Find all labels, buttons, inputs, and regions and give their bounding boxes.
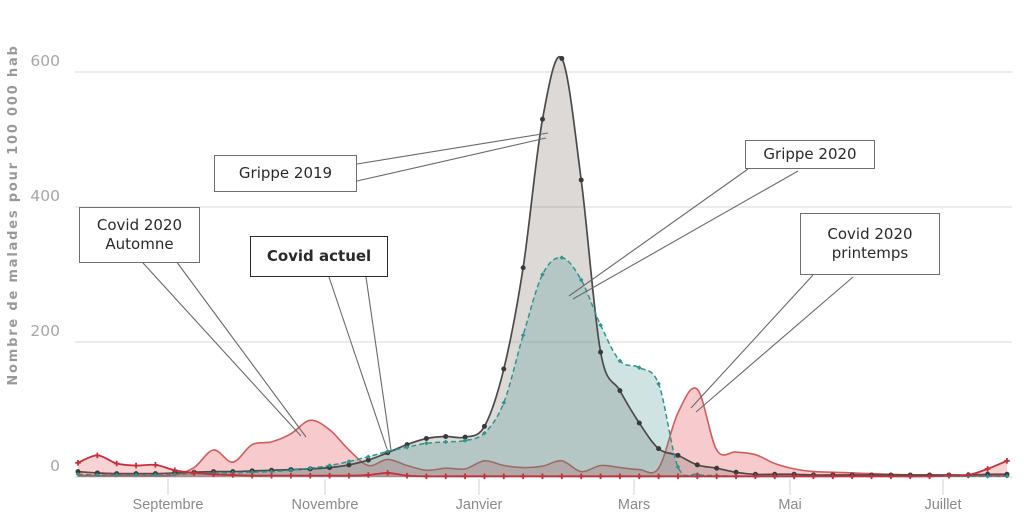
callout-covid-2020-automne: Covid 2020 Automne <box>79 207 200 263</box>
leader-line-covid-2020-printemps <box>695 276 854 413</box>
leader-line-covid-actuel <box>328 276 388 450</box>
month-label-janvier: Janvier <box>456 497 503 513</box>
callout-label: Covid 2020 <box>96 216 183 234</box>
y-tick-label: 600 <box>30 52 60 70</box>
month-label-mai: Mai <box>778 497 801 513</box>
series-covid-2020-area <box>78 387 1007 477</box>
series-grippe-2019-area <box>78 56 1007 477</box>
leader-line-covid-2020-printemps <box>690 274 814 409</box>
month-label-mars: Mars <box>618 497 650 513</box>
y-axis-title: Nombre de malades pour 100 000 hab <box>6 44 21 385</box>
month-label-septembre: Septembre <box>133 497 204 513</box>
y-tick-label: 400 <box>30 187 60 205</box>
leader-line-grippe-2020 <box>568 168 749 297</box>
series-grippe-2019-line <box>77 55 1008 476</box>
callout-label: Covid 2020 <box>827 225 913 243</box>
leader-line-grippe-2019 <box>356 132 549 165</box>
leader-line-covid-2020-automne <box>142 262 302 437</box>
callout-label: Grippe 2020 <box>763 145 857 163</box>
callout-label: printemps <box>831 244 909 262</box>
callout-covid-2020-printemps: Covid 2020 printemps <box>800 213 940 275</box>
x-axis: Septembre Novembre Janvier Mars Mai Juillet <box>133 479 962 513</box>
y-tick-label: 200 <box>30 322 60 340</box>
callout-grippe-2020: Grippe 2020 <box>745 140 875 169</box>
series-covid-actuel-markers <box>75 452 1010 480</box>
callout-label: Automne <box>105 235 174 253</box>
callout-covid-actuel: Covid actuel <box>250 236 388 277</box>
callout-label: Grippe 2019 <box>238 164 333 182</box>
callout-grippe-2019: Grippe 2019 <box>214 155 357 192</box>
markers-layer <box>75 56 1010 480</box>
series-grippe-2020-area <box>78 257 1007 477</box>
y-tick-label: 0 <box>50 457 60 475</box>
month-label-juillet: Juillet <box>924 497 961 513</box>
month-label-novembre: Novembre <box>292 497 359 513</box>
leader-line-grippe-2019 <box>356 137 547 182</box>
callout-leader-lines <box>142 132 854 451</box>
series-covid-actuel-area <box>78 455 1007 477</box>
leader-line-covid-2020-automne <box>175 260 307 438</box>
leader-line-covid-actuel <box>365 276 392 451</box>
leader-line-grippe-2020 <box>572 170 799 300</box>
callout-label: Covid actuel <box>266 247 372 265</box>
